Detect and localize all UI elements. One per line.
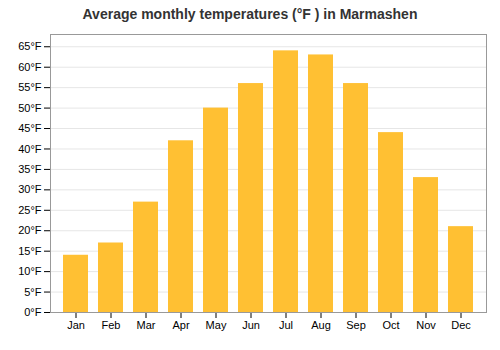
svg-text:5°F: 5°F	[24, 286, 42, 298]
svg-text:Feb: Feb	[102, 319, 121, 331]
svg-text:60°F: 60°F	[18, 61, 42, 73]
svg-text:Dec: Dec	[451, 319, 471, 331]
svg-text:Mar: Mar	[137, 319, 156, 331]
svg-text:Oct: Oct	[382, 319, 399, 331]
svg-text:45°F: 45°F	[18, 122, 42, 134]
svg-text:30°F: 30°F	[18, 183, 42, 195]
svg-text:65°F: 65°F	[18, 40, 42, 52]
svg-text:15°F: 15°F	[18, 245, 42, 257]
svg-text:Nov: Nov	[416, 319, 436, 331]
svg-text:Aug: Aug	[311, 319, 331, 331]
svg-text:Apr: Apr	[172, 319, 189, 331]
svg-text:Jun: Jun	[242, 319, 260, 331]
svg-text:50°F: 50°F	[18, 102, 42, 114]
svg-text:25°F: 25°F	[18, 204, 42, 216]
svg-text:55°F: 55°F	[18, 81, 42, 93]
svg-text:0°F: 0°F	[24, 306, 42, 318]
svg-text:40°F: 40°F	[18, 142, 42, 154]
svg-text:Jan: Jan	[67, 319, 85, 331]
svg-text:Jul: Jul	[279, 319, 293, 331]
svg-text:Sep: Sep	[346, 319, 366, 331]
html-text:Average monthly temperatures (: Average monthly temperatures (°F ) in Ma…	[82, 6, 418, 22]
svg-text:20°F: 20°F	[18, 224, 42, 236]
svg-text:35°F: 35°F	[18, 163, 42, 175]
svg-text:May: May	[206, 319, 227, 331]
svg-text:10°F: 10°F	[18, 265, 42, 277]
